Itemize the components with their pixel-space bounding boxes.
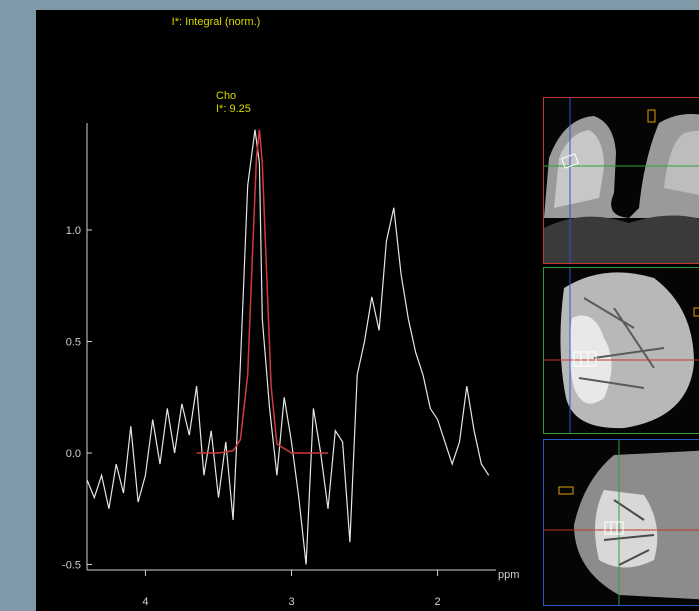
y-tick-label: 0.5 <box>66 337 81 349</box>
x-tick-label: 2 <box>435 596 441 608</box>
x-unit-label: ppm <box>498 569 519 581</box>
voxel-marker[interactable] <box>561 153 579 169</box>
voxel-marker[interactable] <box>604 521 624 535</box>
chest-wall <box>544 215 699 263</box>
spectrum-plot[interactable]: Cho I*: 9.25 ppm 1.0 0.5 0.0 -0.5 4 3 2 <box>36 10 543 611</box>
x-tick-label: 4 <box>142 596 148 608</box>
glandular-tissue <box>595 490 658 568</box>
integral-header: I*: Integral (norm.) <box>171 16 261 28</box>
y-tick-label: 0.0 <box>66 448 81 460</box>
fit-line <box>196 129 328 454</box>
breast-fat <box>554 130 604 208</box>
coronal-panel[interactable] <box>543 267 699 434</box>
sagittal-panel[interactable] <box>543 439 699 606</box>
voxel-marker[interactable] <box>573 351 597 367</box>
peak-label-integral: I*: 9.25 <box>216 103 251 115</box>
spectrum-line <box>86 129 490 565</box>
orientation-marker <box>693 307 699 317</box>
orientation-marker <box>647 109 656 123</box>
orientation-marker <box>558 486 574 495</box>
y-tick-label: 1.0 <box>66 225 81 237</box>
y-tick-label: -0.5 <box>62 560 81 572</box>
x-tick-label: 3 <box>288 596 294 608</box>
peak-label-name: Cho <box>216 90 236 102</box>
fibro-strands <box>578 297 665 389</box>
breast-fat-right <box>664 130 699 195</box>
mrs-viewer: I*: Integral (norm.) Cho I*: 9.25 ppm 1.… <box>36 10 699 611</box>
axial-panel[interactable] <box>543 97 699 264</box>
